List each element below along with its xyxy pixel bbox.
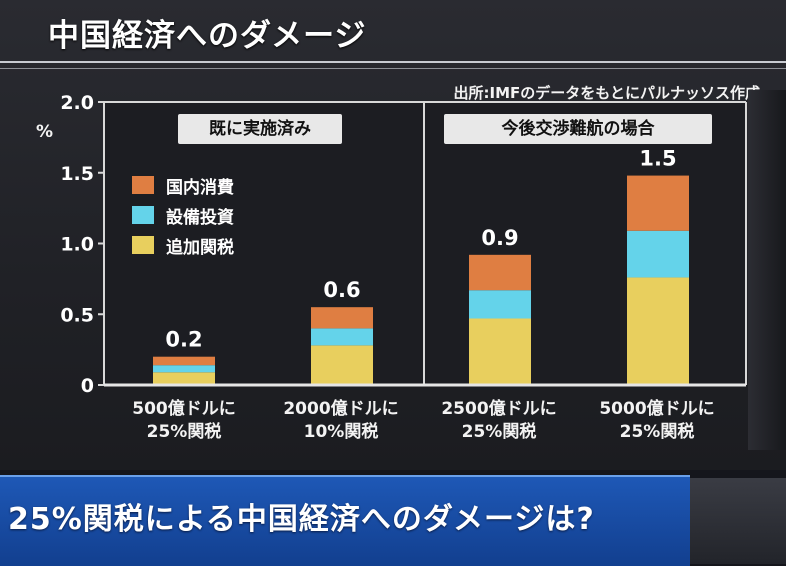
bar-segment [627,277,689,385]
page-title: 中国経済へのダメージ [48,18,367,54]
category-label-line2: 25%関税 [146,422,222,442]
category-label-line2: 10%関税 [303,422,379,442]
category-label: 2000億ドルに 10%関税 [266,398,416,444]
bar-segment [469,318,531,385]
legend-swatch-investment [132,206,154,224]
y-tick-label: 1.0 [60,234,94,256]
bar-total-label: 0.9 [481,226,518,250]
bar-total-label: 0.6 [323,278,360,302]
bar-segment [311,345,373,385]
category-label-line2: 25%関税 [619,422,695,442]
legend-item-investment: 設備投資 [132,200,234,230]
legend-item-domestic: 国内消費 [132,170,234,200]
legend-label-domestic: 国内消費 [166,177,234,198]
bar-segment [153,365,215,373]
group-label-implemented: 既に実施済み [178,114,342,144]
bar-segment [311,307,373,329]
chart-legend: 国内消費 設備投資 追加関税 [132,170,234,260]
bar-segment [469,290,531,319]
category-label-line1: 2500億ドルに [441,399,557,419]
source-note: 出所:IMFのデータをもとにパルナッソス作成 [453,84,760,102]
group-label-negotiation-failure: 今後交渉難航の場合 [444,114,712,144]
bar-segment [627,230,689,278]
bar-total-label: 0.2 [165,328,202,352]
bar-segment [469,254,531,291]
title-divider [0,61,786,69]
category-label-line2: 25%関税 [461,422,537,442]
legend-label-tariff: 追加関税 [166,237,234,258]
category-label: 500億ドルに 25%関税 [109,398,259,444]
legend-swatch-tariff [132,236,154,254]
bar-segment [311,328,373,346]
caption-text: 25%関税による中国経済へのダメージは? [8,502,595,537]
y-tick-label: 1.5 [60,163,94,185]
background-panel [748,90,786,450]
stacked-bar-chart: 2.0 1.5 1.0 0.5 0 0.2 0.6 0.9 1.5 [60,92,747,397]
y-tick-label: 2.0 [60,92,94,114]
category-label-line1: 5000億ドルに [599,399,715,419]
category-label-line1: 2000億ドルに [283,399,399,419]
legend-item-tariff: 追加関税 [132,230,234,260]
category-label-line1: 500億ドルに [132,399,236,419]
y-tick-label: 0 [81,375,94,397]
category-label: 5000億ドルに 25%関税 [582,398,732,444]
bar-segment [627,175,689,231]
bar-segment [153,356,215,366]
legend-label-investment: 設備投資 [166,207,234,228]
y-tick-label: 0.5 [60,304,94,326]
caption-banner: 25%関税による中国経済へのダメージは? [0,475,690,566]
bar-total-label: 1.5 [639,147,676,171]
banner-side-panel [690,478,786,564]
y-unit-label: % [36,122,54,142]
bar-segment [153,372,215,385]
legend-swatch-domestic [132,176,154,194]
category-label: 2500億ドルに 25%関税 [424,398,574,444]
